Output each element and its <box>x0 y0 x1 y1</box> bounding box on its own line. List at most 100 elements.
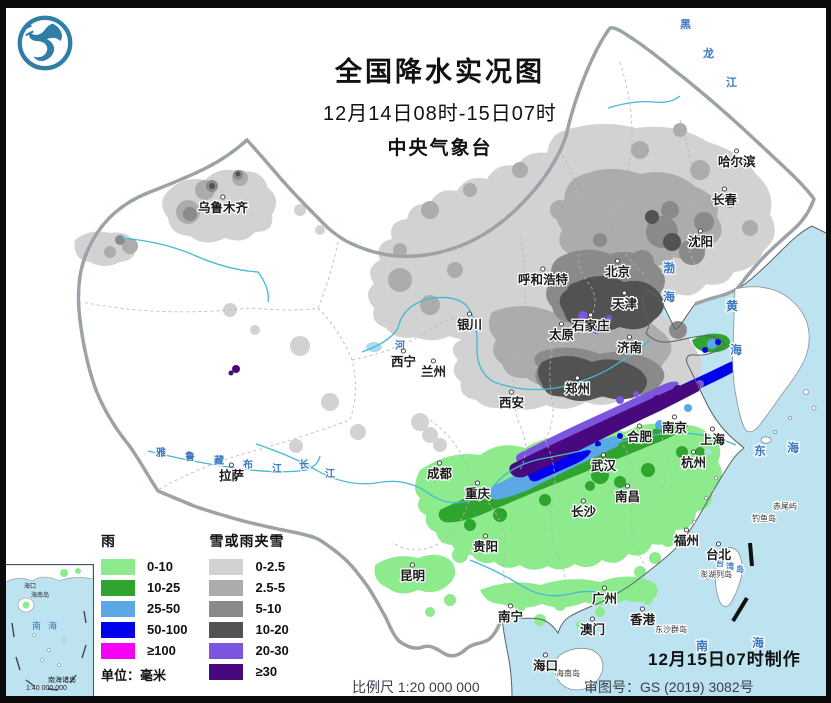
legend-rain-row: ≥100 <box>101 640 187 661</box>
water-label: 江 <box>325 467 335 480</box>
city-marker <box>400 348 406 354</box>
legend-snow-swatch <box>209 621 244 638</box>
legend-snow-swatch <box>209 558 244 575</box>
map-scale-label: 比例尺 1:20 000 000 <box>352 679 480 695</box>
city-marker <box>639 606 645 612</box>
cma-logo-graphic <box>17 15 73 71</box>
legend-rain-title: 雨 <box>101 533 116 549</box>
city-label: 海口 <box>533 658 558 673</box>
city-marker <box>690 449 696 455</box>
legend-rain-row: 10-25 <box>101 577 187 598</box>
legend-snow-swatch <box>209 579 244 596</box>
coastline <box>501 225 827 698</box>
city-marker <box>600 452 606 458</box>
boundary-bars <box>731 542 754 623</box>
city-marker <box>709 426 715 432</box>
city-label: 贵阳 <box>473 539 498 554</box>
legend-unit-label: 单位：毫米 <box>101 668 167 683</box>
city-label: 上海 <box>700 432 726 447</box>
water-label: 南 <box>696 638 708 653</box>
legend-rain-label: ≥100 <box>147 643 176 658</box>
city-marker <box>430 358 436 364</box>
inset-map-graphic <box>3 564 94 697</box>
korea-peninsula <box>732 286 810 433</box>
city-marker <box>715 541 721 547</box>
city-marker <box>409 562 415 568</box>
korea-and-islands <box>554 286 817 691</box>
city-marker <box>507 603 513 609</box>
city-label: 昆明 <box>400 568 425 583</box>
city-marker <box>228 462 234 468</box>
water-label: 海 <box>730 342 742 357</box>
cma-logo <box>14 12 76 74</box>
legend-snow-row: 2.5-5 <box>209 577 288 598</box>
water-label: 海 <box>787 440 799 455</box>
south-china-sea-inset: 海口 海南岛 南海 南海诸岛 1:40 000 000 <box>3 564 94 698</box>
city-label: 长沙 <box>571 504 597 519</box>
national-border <box>76 26 816 658</box>
inset-sea-label: 南海 <box>32 621 65 631</box>
city-marker <box>540 266 546 272</box>
city-label: 拉萨 <box>219 468 245 483</box>
city-marker <box>580 498 586 504</box>
city-marker <box>436 460 442 466</box>
city-marker <box>474 480 480 486</box>
city-marker <box>466 311 472 317</box>
map-approval-label: 审图号：GS (2019) 3082号 <box>584 679 754 695</box>
city-label: 澳门 <box>580 622 605 637</box>
legend-snow-swatch <box>209 663 244 680</box>
city-label: 武汉 <box>591 458 617 473</box>
province-borders <box>81 61 701 613</box>
city-label: 福州 <box>673 533 699 548</box>
city-marker <box>542 652 548 658</box>
legend-rain-swatch <box>101 579 135 596</box>
city-label: 南京 <box>662 420 688 435</box>
city-label: 台北 <box>706 547 732 562</box>
water-label: 黄 <box>726 298 738 313</box>
water-label: 湾 <box>726 561 734 571</box>
city-marker <box>601 585 607 591</box>
city-marker <box>624 483 630 489</box>
city-label: 太原 <box>549 327 575 342</box>
water-label: 东 <box>754 443 766 458</box>
city-label: 哈尔滨 <box>718 154 756 169</box>
legend-snow-row: 20-30 <box>209 640 289 661</box>
legend-snow-title: 雪或雨夹雪 <box>209 533 285 549</box>
island-label: 赤尾屿 <box>773 502 797 511</box>
island-label: 澎湖列岛 <box>700 569 732 579</box>
city-marker <box>614 258 620 264</box>
city-label: 重庆 <box>465 486 491 501</box>
legend-rain-swatch <box>101 600 135 617</box>
legend-rain-row: 50-100 <box>101 619 187 640</box>
water-label: 黑 <box>680 18 691 31</box>
island-label: 海南岛 <box>556 668 580 678</box>
inset-island-label: 海南岛 <box>31 593 50 599</box>
date-range: 12月14日08时-15日07时 <box>323 103 557 125</box>
legend-rain-row: 0-10 <box>101 556 187 577</box>
city-marker <box>671 414 677 420</box>
legend-rain-swatch <box>101 642 135 659</box>
city-marker <box>734 148 740 154</box>
city-marker <box>636 423 642 429</box>
legend-snow-swatch <box>209 642 244 659</box>
city-marker <box>482 533 488 539</box>
water-label: 藏 <box>214 454 224 467</box>
city-marker <box>621 290 627 296</box>
legend-snow-column: 雪或雨夹雪 0-2.5 2.5-5 5-10 10-20 20-30 ≥30 <box>209 531 289 684</box>
legend-rain-label: 50-100 <box>147 622 188 637</box>
legend: 雨 0-10 10-25 25-50 50-100 ≥100 单位：毫米 雪或雨夹雪 0… <box>101 531 289 684</box>
city-marker <box>220 194 226 200</box>
legend-snow-row: 5-10 <box>209 598 288 619</box>
city-label: 南昌 <box>615 489 640 504</box>
city-label: 银川 <box>457 317 482 332</box>
city-label: 西安 <box>499 395 524 410</box>
legend-rain-swatch <box>101 621 135 638</box>
legend-snow-label: 5-10 <box>255 601 282 616</box>
legend-rain-swatch <box>101 558 135 575</box>
water-label: 台 <box>716 558 724 568</box>
city-marker <box>626 334 632 340</box>
